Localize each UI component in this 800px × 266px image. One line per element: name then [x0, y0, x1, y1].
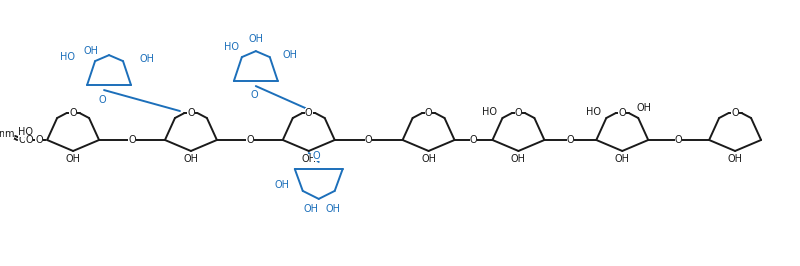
Text: OH: OH	[614, 154, 630, 164]
Text: O: O	[514, 108, 522, 118]
Text: OH: OH	[326, 204, 340, 214]
Text: m: m	[19, 135, 27, 144]
Text: O: O	[365, 135, 373, 145]
Text: O: O	[187, 108, 194, 118]
Text: O: O	[618, 108, 626, 118]
Text: OH: OH	[727, 154, 742, 164]
Text: O: O	[26, 135, 33, 145]
Text: OH: OH	[183, 154, 198, 164]
Text: m: m	[0, 129, 8, 139]
Text: HO: HO	[482, 107, 498, 117]
Text: O: O	[98, 95, 106, 105]
Text: O: O	[675, 135, 682, 145]
Text: m: m	[5, 129, 14, 139]
Text: OH: OH	[274, 180, 290, 190]
Text: O: O	[35, 135, 43, 145]
Text: HO: HO	[60, 52, 75, 62]
Text: O: O	[20, 135, 26, 143]
Text: OH: OH	[637, 103, 652, 113]
Text: O: O	[305, 108, 313, 118]
Text: O: O	[18, 135, 26, 145]
Text: HO: HO	[18, 127, 33, 137]
Text: OH: OH	[511, 154, 526, 164]
Text: OH: OH	[83, 46, 98, 56]
Text: O: O	[70, 108, 77, 118]
Text: O: O	[731, 108, 739, 118]
Text: OH: OH	[139, 54, 154, 64]
Text: HO: HO	[586, 107, 602, 117]
Text: O: O	[566, 135, 574, 145]
Text: OH: OH	[66, 154, 81, 164]
Text: OH: OH	[421, 154, 436, 164]
Text: OH: OH	[282, 50, 298, 60]
Text: O: O	[246, 135, 254, 145]
Text: O: O	[470, 135, 478, 145]
Text: O: O	[313, 151, 321, 161]
Text: OH: OH	[302, 154, 316, 164]
Text: O: O	[128, 135, 136, 145]
Text: O: O	[425, 108, 432, 118]
Text: O: O	[250, 90, 258, 100]
Text: OH: OH	[248, 34, 263, 44]
Text: HO: HO	[224, 42, 239, 52]
Text: OH: OH	[303, 204, 318, 214]
